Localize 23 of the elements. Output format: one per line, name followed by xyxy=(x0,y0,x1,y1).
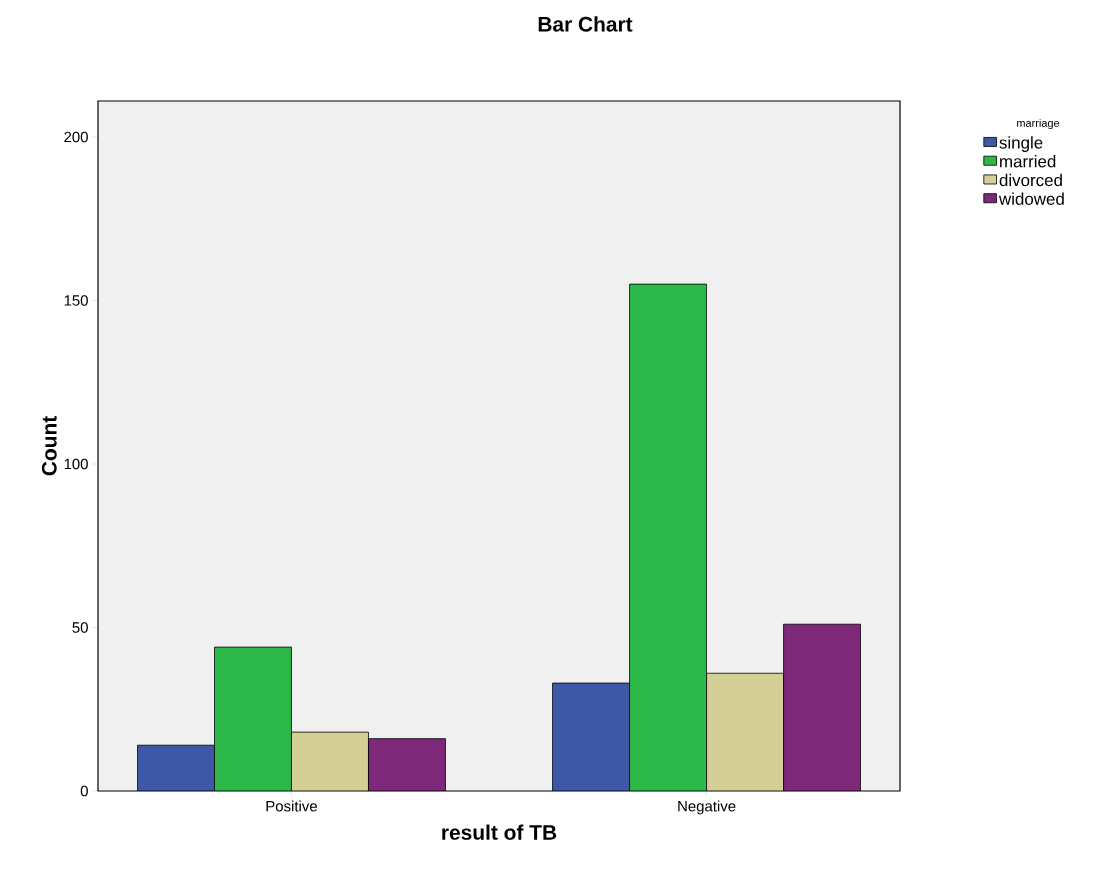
x-tick-label: Positive xyxy=(266,800,317,812)
bar xyxy=(629,283,707,791)
bar xyxy=(552,682,630,791)
bar xyxy=(214,646,292,791)
bar xyxy=(706,672,784,791)
y-tick-label: 150 xyxy=(64,295,88,306)
bar xyxy=(137,744,215,791)
y-tick-label: 200 xyxy=(64,131,88,143)
legend-label: married xyxy=(1000,154,1056,168)
y-axis-title: Count xyxy=(41,416,57,476)
x-tick-label: Negative xyxy=(678,800,736,815)
bar xyxy=(291,731,369,791)
legend-label: single xyxy=(999,136,1043,152)
legend-label: widowed xyxy=(998,192,1064,205)
bar xyxy=(368,738,446,791)
y-tick-label: 100 xyxy=(64,458,88,470)
bar xyxy=(783,623,861,791)
legend-title: marriage xyxy=(1017,118,1060,130)
chart-title: Bar Chart xyxy=(538,16,633,32)
y-tick-label: 50 xyxy=(72,622,88,633)
x-axis-title: result of TB xyxy=(442,824,557,840)
legend-label: divorced xyxy=(999,173,1062,187)
y-tick-label: 0 xyxy=(80,785,88,797)
